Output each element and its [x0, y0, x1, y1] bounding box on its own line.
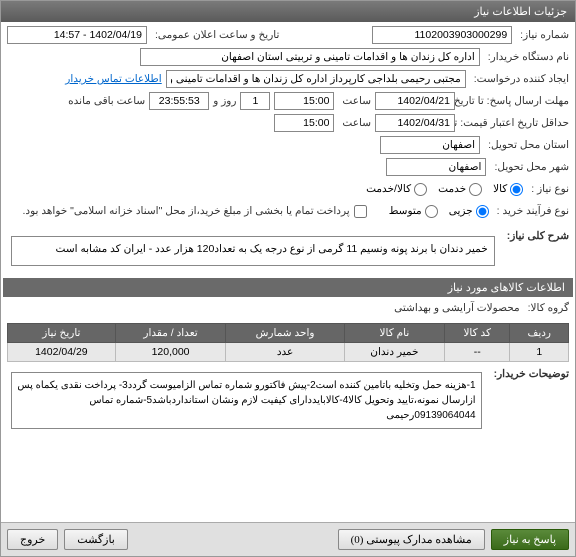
need-type-service-label: خدمت: [438, 183, 466, 195]
row-buy-process: نوع فرآیند خرید : جزیی متوسط پرداخت تمام…: [3, 200, 573, 222]
table-header-row: ردیف کد کالا نام کالا واحد شمارش تعداد /…: [8, 324, 569, 343]
row-description: شرح کلی نیاز: خمیر دندان با برند پونه ون…: [3, 228, 573, 274]
buyer-input[interactable]: [140, 48, 480, 66]
col-qty: تعداد / مقدار: [115, 324, 226, 343]
validity-time-input[interactable]: [274, 114, 334, 132]
col-row: ردیف: [510, 324, 569, 343]
col-unit: واحد شمارش: [226, 324, 344, 343]
buy-process-low-radio[interactable]: [476, 205, 489, 218]
location-input[interactable]: [380, 136, 480, 154]
row-group: گروه کالا: محصولات آرایشی و بهداشتی: [3, 297, 573, 319]
need-type-label: نوع نیاز :: [527, 183, 569, 195]
creator-input[interactable]: [166, 70, 466, 88]
exit-button[interactable]: خروج: [7, 529, 58, 550]
need-number-input[interactable]: [372, 26, 512, 44]
need-number-label: شماره نیاز:: [516, 29, 569, 41]
col-code: کد کالا: [445, 324, 510, 343]
row-deadline: مهلت ارسال پاسخ: تا تاریخ: ساعت روز و سا…: [3, 90, 573, 112]
back-button[interactable]: بازگشت: [64, 529, 128, 550]
row-validity: حداقل تاریخ اعتبار قیمت: تا تاریخ: ساعت: [3, 112, 573, 134]
row-need-type: نوع نیاز : کالا خدمت کالا/خدمت: [3, 178, 573, 200]
cell-name: خمیر دندان: [344, 343, 444, 362]
window-header: جزئیات اطلاعات نیاز: [1, 1, 575, 22]
need-type-goods-label: کالا: [493, 183, 507, 195]
description-label: شرح کلی نیاز:: [503, 230, 569, 242]
location-label: استان محل تحویل:: [484, 139, 569, 151]
row-creator: ایجاد کننده درخواست: اطلاعات تماس خریدار: [3, 68, 573, 90]
countdown-days: [240, 92, 270, 110]
city-label: شهر محل تحویل:: [490, 161, 569, 173]
need-type-goods-radio[interactable]: [510, 183, 523, 196]
validity-time-label: ساعت: [338, 117, 371, 129]
buyer-notes-box: 1-هزینه حمل وتخلیه باتامین کننده است2-پی…: [11, 372, 482, 429]
window-title: جزئیات اطلاعات نیاز: [474, 5, 567, 18]
col-name: نام کالا: [344, 324, 444, 343]
group-label: گروه کالا:: [524, 302, 569, 314]
buyer-label: نام دستگاه خریدار:: [484, 51, 569, 63]
description-box: خمیر دندان با برند پونه ونسیم 11 گرمی از…: [11, 236, 495, 266]
items-section-header: اطلاعات کالاهای مورد نیاز: [3, 278, 573, 297]
deadline-time-input[interactable]: [274, 92, 334, 110]
items-table: ردیف کد کالا نام کالا واحد شمارش تعداد /…: [7, 323, 569, 362]
creator-label: ایجاد کننده درخواست:: [470, 73, 569, 85]
row-buyer: نام دستگاه خریدار:: [3, 46, 573, 68]
deadline-label: مهلت ارسال پاسخ: تا تاریخ:: [459, 95, 569, 107]
cell-qty: 120,000: [115, 343, 226, 362]
buy-process-label: نوع فرآیند خرید :: [493, 205, 569, 217]
group-value: محصولات آرایشی و بهداشتی: [394, 302, 519, 314]
announce-label: تاریخ و ساعت اعلان عمومی:: [151, 29, 279, 41]
reply-button[interactable]: پاسخ به نیاز: [491, 529, 569, 550]
buy-process-low-label: جزیی: [449, 205, 473, 217]
main-window: جزئیات اطلاعات نیاز شماره نیاز: تاریخ و …: [0, 0, 576, 557]
payment-checkbox[interactable]: [354, 205, 367, 218]
city-input[interactable]: [386, 158, 486, 176]
buy-process-medium-radio[interactable]: [425, 205, 438, 218]
validity-label: حداقل تاریخ اعتبار قیمت: تا تاریخ:: [459, 117, 569, 129]
cell-code: --: [445, 343, 510, 362]
payment-note: پرداخت تمام یا بخشی از مبلغ خرید،از محل …: [23, 205, 350, 217]
need-type-both-label: کالا/خدمت: [366, 183, 411, 195]
cell-unit: عدد: [226, 343, 344, 362]
deadline-time-label: ساعت: [338, 95, 371, 107]
need-type-service-radio[interactable]: [469, 183, 482, 196]
table-row[interactable]: 1 -- خمیر دندان عدد 120,000 1402/04/29: [8, 343, 569, 362]
content-area: شماره نیاز: تاریخ و ساعت اعلان عمومی: نا…: [1, 22, 575, 522]
need-type-both-radio[interactable]: [414, 183, 427, 196]
remaining-label: ساعت باقی مانده: [68, 95, 145, 107]
cell-date: 1402/04/29: [8, 343, 116, 362]
row-city: شهر محل تحویل:: [3, 156, 573, 178]
validity-date-input[interactable]: [375, 114, 455, 132]
cell-row: 1: [510, 343, 569, 362]
buyer-notes-label: توضیحات خریدار:: [490, 368, 569, 380]
footer-bar: پاسخ به نیاز مشاهده مدارک پیوستی (0) باز…: [1, 522, 575, 556]
contact-link[interactable]: اطلاعات تماس خریدار: [65, 73, 161, 85]
announce-input[interactable]: [7, 26, 147, 44]
day-unit-label: روز و: [213, 95, 236, 107]
deadline-date-input[interactable]: [375, 92, 455, 110]
row-need-number: شماره نیاز: تاریخ و ساعت اعلان عمومی:: [3, 24, 573, 46]
row-buyer-notes: توضیحات خریدار: 1-هزینه حمل وتخلیه باتام…: [3, 366, 573, 435]
attachments-button[interactable]: مشاهده مدارک پیوستی (0): [338, 529, 485, 550]
col-date: تاریخ نیاز: [8, 324, 116, 343]
row-location: استان محل تحویل:: [3, 134, 573, 156]
countdown-time: [149, 92, 209, 110]
buy-process-medium-label: متوسط: [389, 205, 422, 217]
